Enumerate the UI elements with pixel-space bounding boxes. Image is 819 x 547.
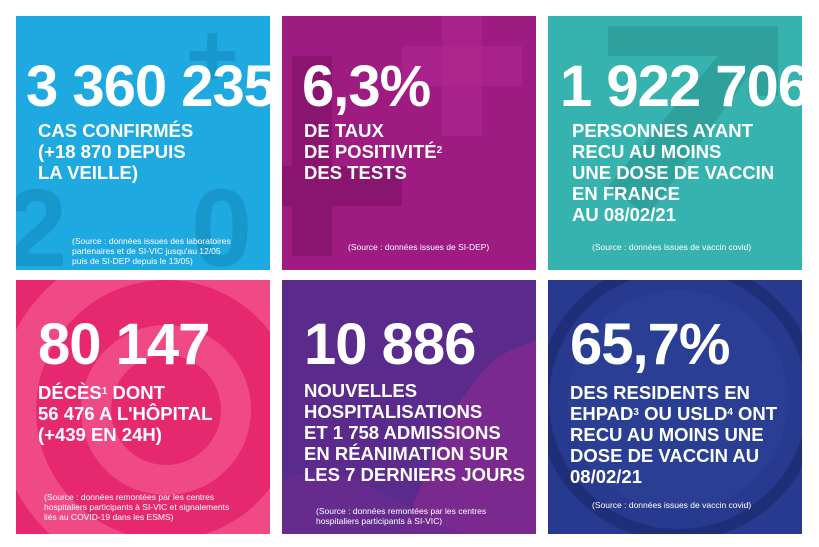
tile-vaccinated-people: 1 922 706 PERSONNES AYANT RECU AU MOINS …	[548, 16, 802, 270]
confirmed-cases-value: 3 360 235	[26, 54, 270, 119]
confirmed-cases-source: (Source : données issues des laboratoire…	[72, 236, 231, 266]
vaccinated-people-value: 1 922 706	[560, 54, 802, 119]
ehpad-residents-source: (Source : données issues de vaccin covid…	[592, 500, 752, 510]
hospitalisations-label: NOUVELLES HOSPITALISATIONS ET 1 758 ADMI…	[304, 380, 526, 485]
tile-deaths: 80 147 DÉCÈS1 DONT 56 476 A L'HÔPITAL (+…	[16, 280, 270, 534]
deaths-source: (Source : données remontées par les cent…	[44, 492, 230, 522]
positivity-rate-source: (Source : données issues de SI-DEP)	[348, 242, 490, 252]
vaccinated-people-source: (Source : données issues de vaccin covid…	[592, 242, 752, 252]
deaths-label: DÉCÈS1 DONT 56 476 A L'HÔPITAL (+439 EN …	[38, 382, 213, 445]
positivity-rate-label: DE TAUX DE POSITIVITÉ2 DES TESTS	[304, 120, 443, 183]
tile-positivity-rate: 6,3% DE TAUX DE POSITIVITÉ2 DES TESTS (S…	[282, 16, 536, 270]
vaccinated-people-label: PERSONNES AYANT RECU AU MOINS UNE DOSE D…	[572, 120, 775, 225]
tile-confirmed-cases: 2 0 + 3 360 235 CAS CONFIRMÉS (+18 870 D…	[16, 16, 270, 270]
tile-ehpad-residents: 65,7% DES RESIDENTS EN EHPAD3 OU USLD4 O…	[548, 280, 802, 534]
hospitalisations-value: 10 886	[304, 312, 476, 377]
hospitalisations-source: (Source : données remontées par les cent…	[316, 506, 487, 526]
positivity-rate-value: 6,3%	[302, 54, 431, 119]
ehpad-residents-value: 65,7%	[570, 312, 730, 377]
ehpad-residents-label: DES RESIDENTS EN EHPAD3 OU USLD4 ONT REC…	[570, 382, 778, 487]
deaths-value: 80 147	[38, 312, 210, 377]
tile-hospitalisations: 10 886 NOUVELLES HOSPITALISATIONS ET 1 7…	[282, 280, 536, 534]
confirmed-cases-label: CAS CONFIRMÉS (+18 870 DEPUIS LA VEILLE)	[38, 120, 194, 183]
